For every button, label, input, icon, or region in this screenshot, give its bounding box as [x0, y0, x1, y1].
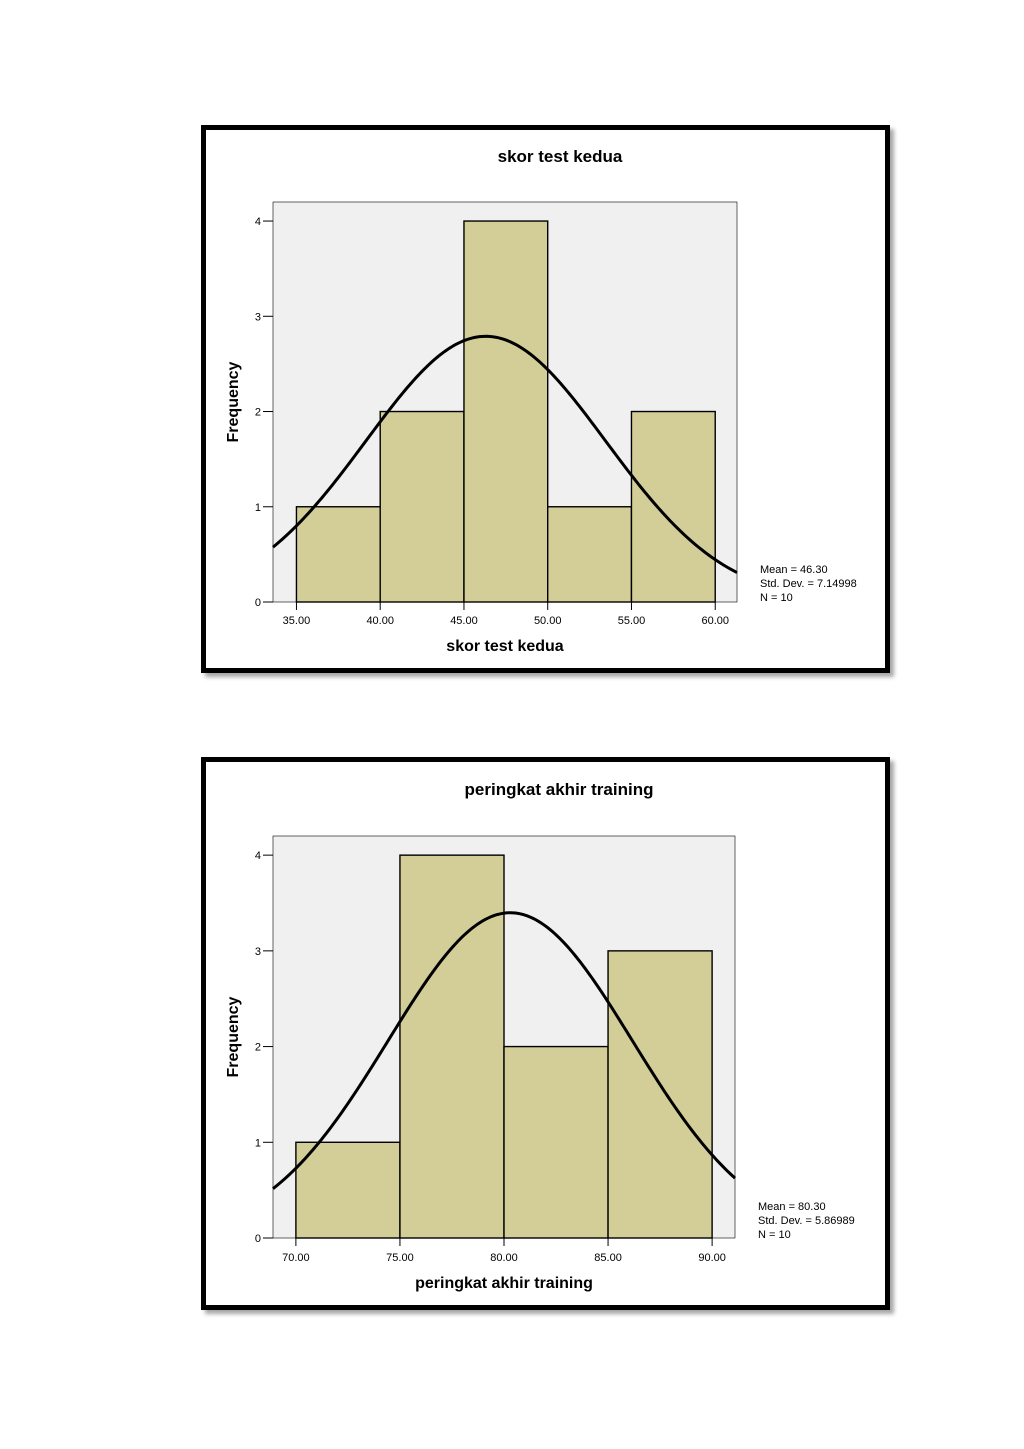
x-tick-label: 75.00 — [386, 1252, 414, 1264]
y-tick-label: 4 — [255, 850, 261, 862]
x-tick-label: 70.00 — [282, 1252, 310, 1264]
histogram-bar — [547, 506, 633, 603]
y-tick-label: 0 — [255, 1233, 261, 1245]
x-axis-label: skor test kedua — [446, 638, 563, 655]
x-tick-label: 85.00 — [594, 1252, 622, 1264]
histogram-bar — [295, 506, 381, 603]
chart-1: skor test kedua 0 1 2 3 4 35.00 40.00 45.00 50.00… — [225, 147, 857, 655]
x-tick-label: 35.00 — [283, 615, 311, 627]
x-tick-label: 80.00 — [490, 1252, 518, 1264]
y-axis-label: Frequency — [225, 996, 242, 1077]
stats-line: N = 10 — [760, 592, 793, 604]
x-tick-label: 90.00 — [698, 1252, 726, 1264]
normal-curve — [272, 334, 738, 574]
histogram-bar — [399, 854, 505, 1239]
y-tick-label: 2 — [255, 1042, 261, 1054]
y-tick-label: 4 — [255, 216, 261, 228]
x-tick-label: 60.00 — [701, 615, 729, 627]
histogram-bar — [463, 220, 549, 603]
y-tick-label: 1 — [255, 502, 261, 514]
stats-line: Std. Dev. = 7.14998 — [760, 578, 857, 590]
y-tick-label: 2 — [255, 407, 261, 419]
x-axis-label: peringkat akhir training — [415, 1275, 593, 1292]
histogram-bar — [379, 410, 465, 603]
stats-line: N = 10 — [758, 1229, 791, 1241]
y-tick-label: 1 — [255, 1137, 261, 1149]
normal-curve — [272, 911, 737, 1190]
stats-line: Mean = 80.30 — [758, 1201, 826, 1213]
stats-line: Std. Dev. = 5.86989 — [758, 1215, 855, 1227]
y-tick-label: 3 — [255, 311, 261, 323]
histogram-bar — [503, 1045, 609, 1239]
x-tick-label: 50.00 — [534, 615, 562, 627]
y-tick-label: 0 — [255, 597, 261, 609]
y-tick-label: 3 — [255, 946, 261, 958]
chart-2: peringkat akhir training 0 1 2 3 4 70.00 75.00 8… — [225, 780, 855, 1292]
histogram-bar — [630, 410, 716, 603]
stats-line: Mean = 46.30 — [760, 564, 828, 576]
y-axis-label: Frequency — [225, 361, 242, 442]
histogram-bar — [607, 950, 713, 1239]
x-tick-label: 45.00 — [450, 615, 478, 627]
x-tick-label: 55.00 — [618, 615, 646, 627]
chart-title: peringkat akhir training — [465, 780, 654, 799]
x-tick-label: 40.00 — [366, 615, 394, 627]
histogram-bar — [295, 1141, 401, 1239]
chart-title: skor test kedua — [498, 147, 623, 166]
